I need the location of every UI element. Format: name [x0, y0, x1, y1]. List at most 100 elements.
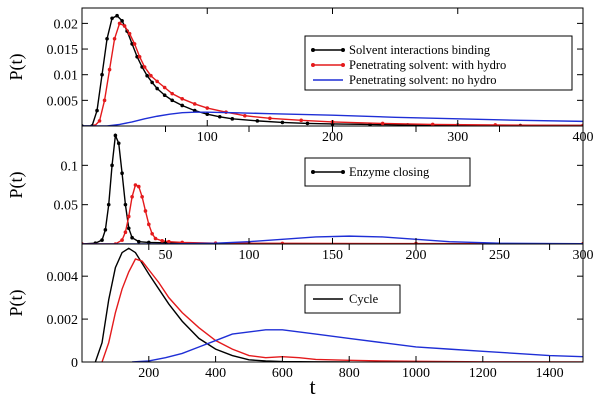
data-point	[130, 235, 134, 240]
series-group	[82, 132, 583, 244]
data-point	[155, 86, 159, 91]
legend-marker	[341, 63, 345, 67]
data-point	[105, 36, 109, 41]
data-point	[149, 73, 153, 78]
y-tick-label: 0.01	[54, 69, 79, 84]
data-point	[280, 241, 285, 244]
legend-marker	[311, 170, 315, 174]
series-group	[94, 247, 583, 362]
x-tick-label: 400	[205, 366, 226, 381]
legend-marker	[311, 63, 315, 67]
data-point	[120, 171, 124, 175]
data-point	[150, 231, 154, 236]
y-axis-label: P(t)	[6, 53, 27, 80]
y-axis-label: P(t)	[6, 171, 27, 198]
x-tick-label: 50	[159, 248, 173, 263]
legend-box	[304, 35, 573, 91]
data-point	[205, 112, 210, 116]
data-point	[102, 98, 107, 103]
data-point	[140, 195, 144, 199]
data-point	[380, 121, 385, 126]
data-point	[147, 222, 151, 227]
panel-2: 50 100 150 200 250 300 0.05 0.1 P(t) Enzyme closi…	[6, 125, 594, 263]
x-axis-label: t	[309, 374, 315, 399]
data-point	[123, 202, 128, 207]
data-point	[126, 226, 131, 231]
data-point	[217, 114, 222, 119]
data-point	[167, 239, 171, 244]
data-point	[106, 202, 111, 207]
data-point	[493, 123, 498, 126]
data-point	[123, 230, 128, 234]
data-point	[136, 184, 141, 189]
data-point	[180, 103, 184, 108]
data-point	[162, 85, 167, 90]
panel-1: 100 200 300 4000.0050.010.0150.02P(t)Solven…	[6, 7, 594, 145]
series-line-3	[132, 329, 583, 362]
series-line-3	[82, 111, 583, 126]
series-line-2	[101, 258, 583, 362]
data-point	[107, 67, 112, 72]
data-point	[127, 31, 132, 36]
data-point	[299, 118, 303, 123]
data-point	[160, 239, 164, 243]
data-point	[430, 122, 435, 126]
data-point	[305, 121, 310, 126]
data-point	[120, 238, 124, 242]
legend-label: Penetrating solvent: with hydro	[349, 58, 506, 72]
data-point	[170, 98, 174, 103]
data-point	[147, 240, 151, 244]
data-point	[230, 117, 235, 121]
data-point	[153, 236, 158, 241]
legend-label: Cycle	[349, 292, 379, 306]
x-tick-label: 100	[239, 248, 260, 263]
plot-frame	[81, 243, 584, 363]
panel-3: 200 400 600 800 1000 1200 1400 0 0.002 0.004 P(t) t…	[6, 243, 584, 399]
y-tick-label: 0.004	[47, 270, 79, 285]
data-point	[143, 209, 148, 213]
data-point	[142, 65, 147, 69]
series-line-3	[82, 235, 583, 244]
legend-label: Solvent interactions binding	[349, 43, 491, 57]
legend-marker	[341, 170, 345, 174]
data-point	[113, 133, 118, 138]
legend: Enzyme closing	[304, 157, 471, 187]
y-tick-label: 0.05	[54, 199, 79, 214]
y-tick-label: 0.005	[47, 94, 79, 109]
data-point	[255, 119, 260, 123]
data-point	[170, 91, 174, 96]
data-point	[180, 97, 184, 101]
data-point	[95, 108, 99, 113]
x-tick-label: 300	[447, 130, 468, 145]
series-line-1	[94, 247, 350, 362]
data-point	[268, 116, 272, 121]
x-tick-label: 800	[339, 366, 360, 381]
x-tick-label: 600	[272, 366, 293, 381]
x-tick-label: 200	[406, 248, 427, 263]
data-point	[140, 65, 144, 69]
x-tick-label: 100	[197, 130, 218, 145]
legend-marker	[311, 48, 315, 52]
data-point	[110, 163, 114, 168]
data-point	[126, 214, 131, 219]
data-point	[132, 42, 137, 46]
y-tick-label: 0.015	[47, 43, 79, 58]
data-point	[136, 239, 141, 244]
y-tick-label: 0.1	[61, 159, 79, 174]
data-point	[130, 42, 134, 46]
x-tick-label: 150	[322, 248, 343, 263]
series-line-1	[82, 132, 583, 244]
x-tick-label: 1400	[536, 366, 564, 381]
x-tick-label: 1200	[469, 366, 497, 381]
x-tick-label: 250	[489, 248, 510, 263]
data-point	[100, 238, 104, 242]
data-point	[205, 106, 210, 110]
data-point	[280, 120, 285, 125]
data-point	[117, 21, 122, 26]
data-point	[110, 16, 114, 21]
legend: Cycle	[304, 284, 401, 314]
data-point	[122, 24, 127, 28]
y-tick-label: 0	[71, 356, 78, 371]
legend: Solvent interactions bindingPenetrating …	[304, 35, 573, 91]
